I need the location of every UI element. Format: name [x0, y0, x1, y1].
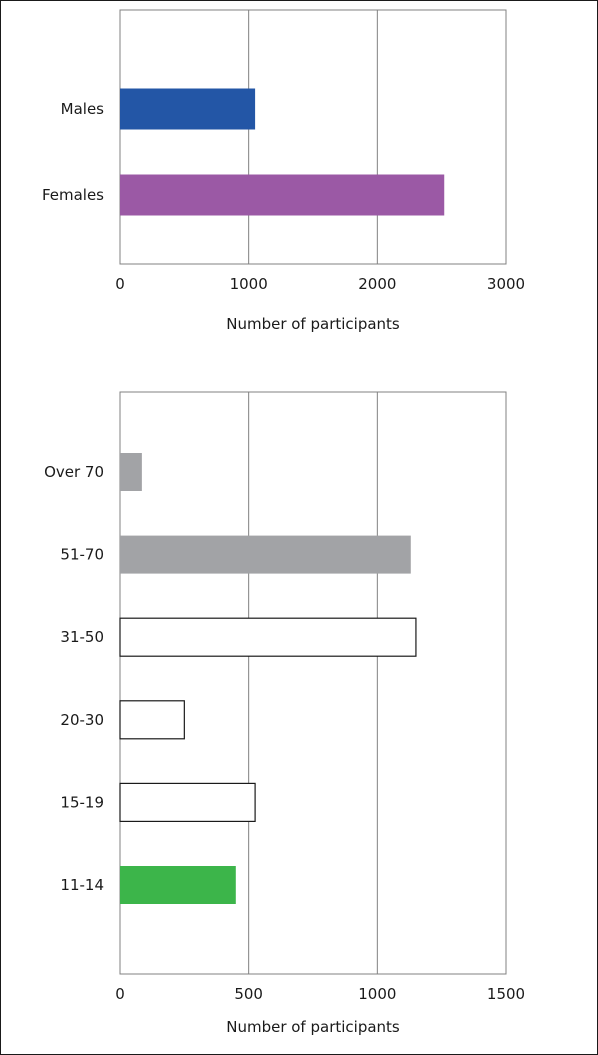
bar-51-70 [120, 535, 411, 574]
bar-over-70 [120, 453, 142, 491]
x-tick-label: 3000 [487, 275, 525, 293]
x-axis-title: Number of participants [226, 1018, 400, 1036]
bar-females [120, 174, 445, 216]
x-tick-label: 2000 [358, 275, 396, 293]
category-label: Males [61, 100, 105, 118]
bar-20-30 [119, 700, 185, 740]
plot-area-border [119, 9, 507, 265]
bar-15-19 [119, 782, 256, 823]
category-label: 20-30 [60, 711, 104, 729]
x-tick-label: 1500 [487, 985, 525, 1003]
category-label: 15-19 [60, 793, 104, 811]
bar-31-50 [119, 617, 417, 657]
x-tick-label: 1000 [358, 985, 396, 1003]
x-tick-label: 0 [115, 985, 125, 1003]
x-tick-label: 500 [234, 985, 263, 1003]
bar-males [120, 88, 256, 130]
gender-bar-chart: Males Females 0 1000 2000 3000 Number of parti… [42, 9, 525, 333]
category-label: 31-50 [60, 628, 104, 646]
plot-area-border [119, 391, 507, 975]
category-label: 51-70 [60, 546, 104, 564]
category-label: 11-14 [60, 876, 104, 894]
category-label: Females [42, 186, 104, 204]
x-tick-label: 0 [115, 275, 125, 293]
x-axis-title: Number of participants [226, 315, 400, 333]
x-tick-label: 1000 [230, 275, 268, 293]
bar-11-14 [120, 866, 236, 904]
category-label: Over 70 [44, 463, 104, 481]
